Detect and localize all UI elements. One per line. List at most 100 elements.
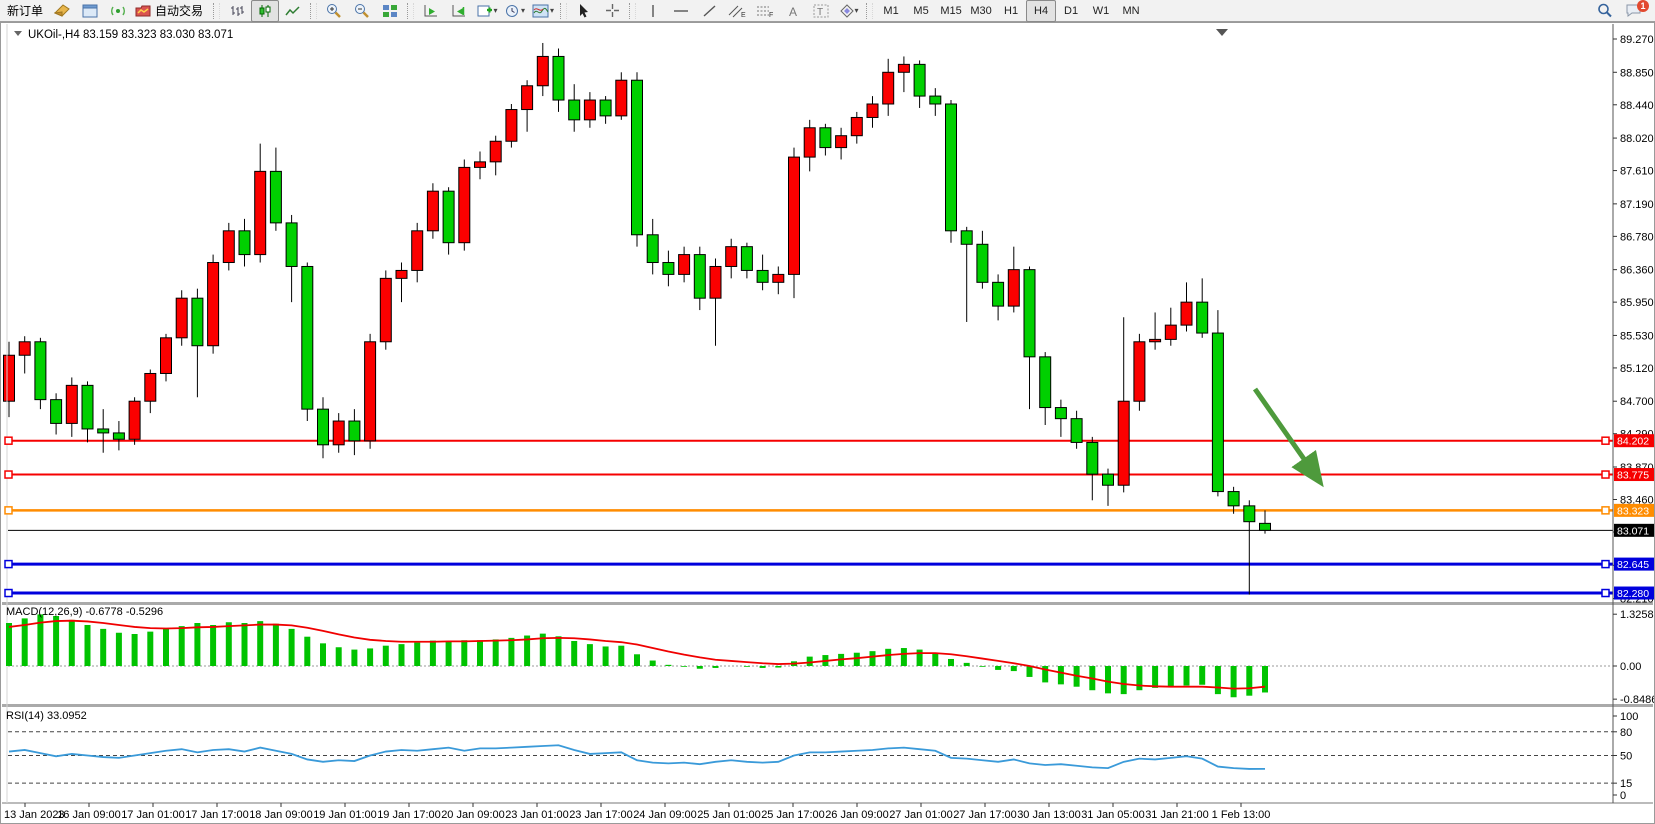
candle-body bbox=[662, 262, 675, 275]
shapes-button[interactable]: ▾ bbox=[835, 0, 863, 22]
line-chart-button[interactable] bbox=[279, 0, 307, 22]
fibonacci-button[interactable]: F bbox=[751, 0, 779, 22]
text-label-icon: T bbox=[813, 4, 829, 18]
candle-body bbox=[458, 166, 471, 244]
new-order-button[interactable]: 新订单 bbox=[7, 4, 44, 18]
pane-separator[interactable] bbox=[2, 602, 1653, 605]
search-button[interactable] bbox=[1591, 0, 1619, 22]
candle-body bbox=[489, 140, 502, 163]
bar-chart-icon bbox=[231, 5, 245, 16]
new-order-button-icon[interactable] bbox=[48, 0, 76, 22]
chart-canvas[interactable]: 89.270 88.850 88.440 88.020 87.610 87.190 86.7… bbox=[1, 23, 1654, 823]
notifications-button[interactable]: 1 bbox=[1619, 0, 1649, 22]
candle-body bbox=[882, 71, 895, 105]
time-tick-label: 19 Jan 01:00 bbox=[313, 809, 377, 821]
text-button[interactable]: A bbox=[779, 0, 807, 22]
line-handle[interactable] bbox=[1601, 436, 1610, 445]
zoom-in-icon bbox=[327, 4, 341, 18]
market-watch-button[interactable] bbox=[76, 0, 104, 22]
timeframe-d1[interactable]: D1 bbox=[1064, 4, 1079, 17]
trend-arrow[interactable] bbox=[1252, 387, 1324, 488]
candle-body bbox=[646, 234, 659, 264]
price-tag bbox=[1614, 503, 1654, 517]
chart-shift-marker-icon[interactable] bbox=[1216, 29, 1228, 36]
timeframe-m15[interactable]: M15 bbox=[940, 4, 962, 17]
chart-template-icon bbox=[532, 4, 549, 17]
vertical-line-button[interactable] bbox=[639, 0, 667, 22]
chart-shift-button[interactable] bbox=[417, 0, 445, 22]
search-icon bbox=[1598, 3, 1612, 18]
tile-windows-button[interactable] bbox=[376, 0, 404, 22]
horizontal-line-button[interactable] bbox=[667, 0, 695, 22]
crosshair-button[interactable] bbox=[598, 0, 626, 22]
candle-body bbox=[945, 103, 957, 232]
bar-chart-button[interactable] bbox=[223, 0, 251, 22]
toolbar-grip bbox=[560, 2, 568, 19]
trendline-button[interactable] bbox=[695, 0, 723, 22]
timeframe-m1[interactable]: M1 bbox=[883, 4, 899, 17]
time-tick-label: 19 Jan 17:00 bbox=[377, 809, 441, 821]
notification-badge: 1 bbox=[1637, 0, 1649, 12]
line-handle[interactable] bbox=[1601, 559, 1610, 569]
macd-tick-label: -0.8486 bbox=[1620, 694, 1654, 706]
candle-body bbox=[536, 55, 549, 87]
rsi-tick-label: 100 bbox=[1620, 711, 1638, 723]
price-tick-label: 88.020 bbox=[1620, 133, 1654, 145]
line-handle[interactable] bbox=[4, 506, 13, 515]
pane-separator[interactable] bbox=[2, 704, 1653, 707]
price-tick-label: 85.950 bbox=[1620, 297, 1654, 309]
cursor-button[interactable] bbox=[570, 0, 598, 22]
time-tick-label: 24 Jan 09:00 bbox=[633, 809, 697, 821]
candlestick-chart-button[interactable] bbox=[251, 0, 280, 22]
candle-body bbox=[583, 99, 596, 121]
chart-template-button[interactable]: ▾ bbox=[529, 0, 557, 22]
timeframe-toolbar: M1 M5 M15 M30 H1 H4 D1 W1 MN bbox=[876, 0, 1146, 22]
timeframe-h4[interactable]: H4 bbox=[1026, 0, 1057, 22]
candle-body bbox=[631, 79, 643, 236]
candle-body bbox=[803, 127, 816, 158]
line-handle[interactable] bbox=[4, 588, 13, 598]
time-tick-label: 31 Jan 05:00 bbox=[1081, 809, 1145, 821]
candle-body bbox=[1039, 356, 1052, 409]
candle-body bbox=[112, 432, 125, 440]
collapse-triangle-icon[interactable] bbox=[14, 31, 22, 36]
candle-body bbox=[1086, 441, 1099, 475]
equidistant-channel-button[interactable]: E bbox=[723, 0, 751, 22]
timeframe-mn[interactable]: MN bbox=[1122, 4, 1140, 17]
zoom-out-button[interactable] bbox=[348, 0, 376, 22]
timeframe-m5[interactable]: M5 bbox=[913, 4, 929, 17]
line-handle[interactable] bbox=[4, 470, 13, 479]
chevron-down-icon: ▾ bbox=[493, 6, 498, 15]
candle-body bbox=[317, 408, 329, 446]
candle-body bbox=[709, 265, 722, 299]
line-handle[interactable] bbox=[1601, 588, 1610, 598]
auto-scroll-button[interactable] bbox=[445, 0, 473, 22]
svg-text:F: F bbox=[769, 12, 773, 18]
zoom-in-button[interactable] bbox=[320, 0, 348, 22]
timeframe-h1[interactable]: H1 bbox=[1004, 4, 1019, 17]
candle-body bbox=[269, 170, 282, 224]
timeframe-m30[interactable]: M30 bbox=[970, 4, 992, 17]
price-tag bbox=[1614, 586, 1654, 600]
new-chart-button[interactable]: ▾ bbox=[473, 0, 501, 22]
price-tick-label: 87.610 bbox=[1620, 166, 1654, 178]
line-handle[interactable] bbox=[4, 436, 13, 445]
candle-body bbox=[1243, 505, 1256, 523]
trendline-icon bbox=[703, 4, 716, 17]
fibonacci-icon: F bbox=[757, 6, 773, 18]
price-tag-label: 82.280 bbox=[1617, 588, 1649, 600]
autotrading-button[interactable]: 自动交易 bbox=[132, 0, 210, 22]
time-tick-label: 1 Feb 13:00 bbox=[1212, 809, 1271, 821]
macd-signal-line bbox=[8, 619, 1266, 690]
candle-body bbox=[1117, 400, 1130, 486]
timeframe-w1[interactable]: W1 bbox=[1092, 4, 1110, 17]
line-handle[interactable] bbox=[1601, 470, 1610, 479]
rsi-label: RSI(14) 33.0952 bbox=[6, 710, 87, 722]
line-handle[interactable] bbox=[1601, 506, 1610, 515]
candle-body bbox=[348, 420, 361, 442]
price-tick-label: 88.440 bbox=[1620, 100, 1654, 112]
signal-button[interactable] bbox=[104, 0, 132, 22]
line-handle[interactable] bbox=[4, 559, 13, 569]
text-label-button[interactable]: T bbox=[807, 0, 835, 22]
period-clock-button[interactable]: ▾ bbox=[501, 0, 529, 22]
